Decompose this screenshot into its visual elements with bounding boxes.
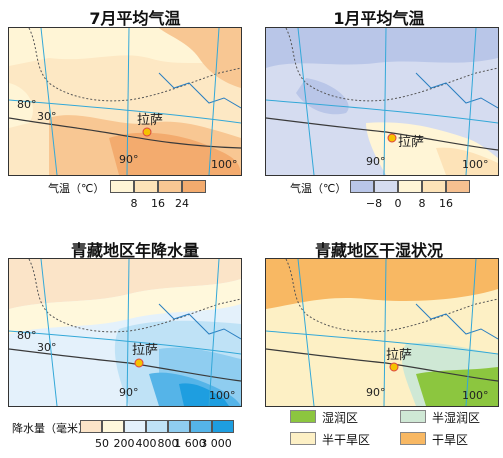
legend-swatch: [446, 180, 470, 193]
legend-tick: 50: [95, 437, 109, 450]
legend-swatch: [146, 420, 168, 433]
legend-name: 降水量（毫米）: [12, 422, 89, 435]
city-label-lhasa: 拉萨: [137, 113, 163, 128]
legend-key-swatch-semiarid: [290, 432, 316, 445]
legend-swatch: [190, 420, 212, 433]
legend-swatch: [182, 180, 206, 193]
lon-label-90: 90°: [366, 155, 386, 168]
city-label-lhasa: 拉萨: [132, 343, 158, 358]
legend-tick: 200: [113, 437, 135, 450]
legend-tick: 16: [151, 197, 165, 210]
map-january-temperature: 拉萨 90° 100°: [265, 27, 499, 176]
legend-swatch: [350, 180, 374, 193]
legend-key-arid: 干旱区: [432, 433, 469, 447]
lon-label-90: 90°: [119, 386, 139, 399]
map-title-dry-wet: 青藏地区干湿状况: [314, 241, 443, 260]
map-title-january-temp: 1月平均气温: [333, 9, 425, 28]
lon-label-80: 80°: [17, 98, 37, 111]
legend-swatch: [398, 180, 422, 193]
legend-key-swatch-humid: [290, 410, 316, 423]
lat-label-30: 30°: [37, 341, 57, 354]
legend-swatch: [212, 420, 234, 433]
legend-key-swatch-arid: [400, 432, 426, 445]
legend-swatch: [110, 180, 134, 193]
legend-tick: 0: [394, 197, 402, 210]
legend-tick: −8: [365, 197, 383, 210]
lon-label-90: 90°: [366, 386, 386, 399]
map-dry-wet-conditions: 拉萨 90° 100°: [265, 258, 499, 407]
lon-label-100: 100°: [209, 389, 236, 402]
map-july-temperature: 拉萨 80° 90° 100° 30°: [8, 27, 242, 176]
lon-label-100: 100°: [211, 158, 238, 171]
city-label-lhasa: 拉萨: [386, 348, 412, 363]
legend-tick: 24: [175, 197, 189, 210]
legend-name: 气温（℃）: [290, 182, 347, 195]
map-title-annual-precipitation: 青藏地区年降水量: [70, 241, 199, 260]
lon-label-100: 100°: [462, 158, 489, 171]
legend-swatch: [374, 180, 398, 193]
legend-key-swatch-subhumid: [400, 410, 426, 423]
lon-label-80: 80°: [17, 329, 37, 342]
legend-key-humid: 湿润区: [322, 411, 359, 425]
map-title-july-temp: 7月平均气温: [89, 9, 181, 28]
lon-label-90: 90°: [119, 153, 139, 166]
legend-tick: 3 000: [200, 437, 232, 450]
legend-swatch: [124, 420, 146, 433]
legend-swatch: [158, 180, 182, 193]
legend-tick: 1 600: [174, 437, 206, 450]
legend-tick: 800: [157, 437, 179, 450]
legend-tick: 8: [418, 197, 426, 210]
legend-swatch: [422, 180, 446, 193]
city-label-lhasa: 拉萨: [398, 135, 424, 150]
lat-label-30: 30°: [37, 110, 57, 123]
legend-tick: 8: [130, 197, 138, 210]
legend-tick: 400: [135, 437, 157, 450]
legend-key-semiarid: 半干旱区: [322, 433, 371, 447]
map-annual-precipitation: 拉萨 80° 90° 100° 30°: [8, 258, 242, 407]
legend-swatch: [134, 180, 158, 193]
legend-swatch: [168, 420, 190, 433]
legend-swatch: [102, 420, 124, 433]
legend-name: 气温（℃）: [48, 182, 105, 195]
legend-swatch: [80, 420, 102, 433]
legend-key-subhumid: 半湿润区: [432, 411, 481, 425]
lon-label-100: 100°: [462, 389, 489, 402]
legend-tick: 16: [439, 197, 453, 210]
